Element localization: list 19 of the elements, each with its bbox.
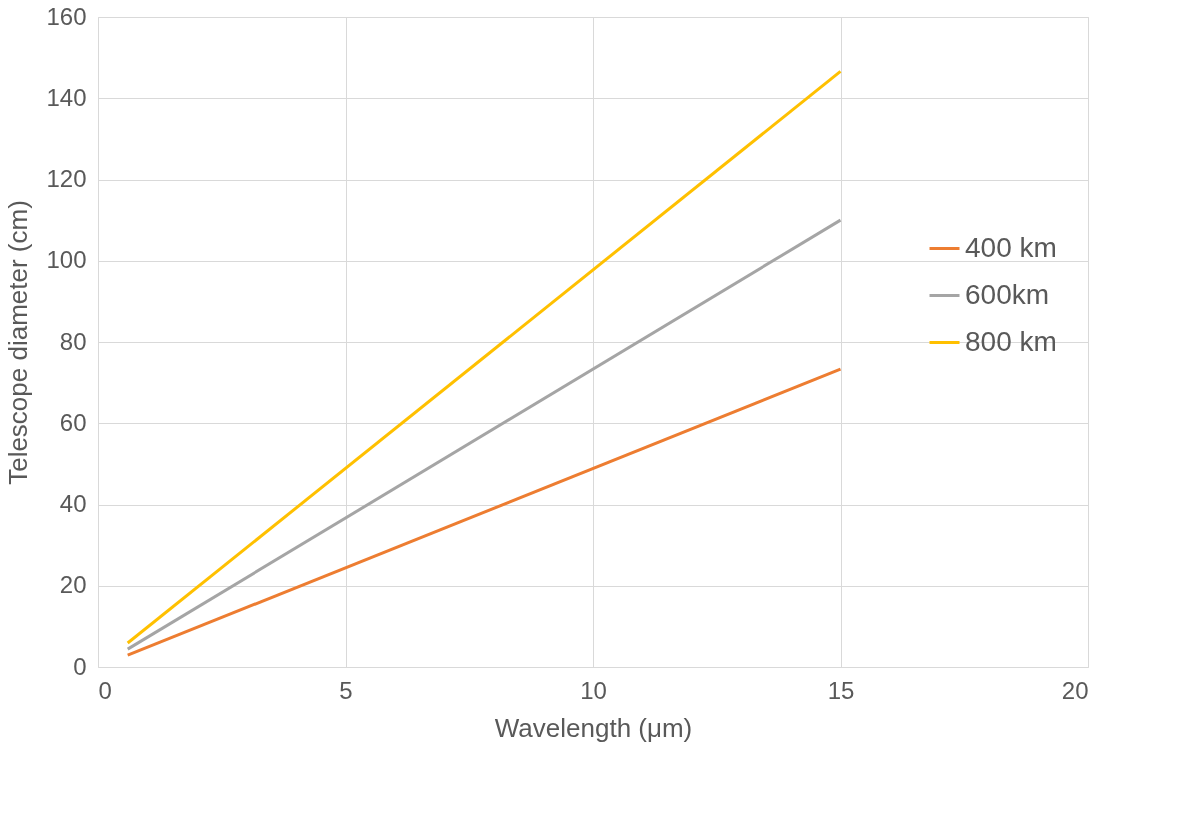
x-tick-label: 10 — [580, 676, 607, 704]
y-axis-title: Telescope diameter (cm) — [3, 200, 34, 485]
legend-label: 400 km — [965, 231, 1057, 263]
y-tick-label: 0 — [73, 652, 87, 680]
y-tick-label: 60 — [59, 408, 87, 436]
legend-label: 600km — [965, 278, 1050, 310]
y-tick-label: 160 — [46, 2, 87, 30]
y-tick-label: 140 — [46, 83, 87, 111]
y-tick-label: 40 — [59, 490, 87, 517]
x-axis-title: Wavelength (μm) — [494, 712, 693, 743]
x-tick-label: 15 — [827, 676, 855, 704]
x-tick-label: 0 — [98, 676, 112, 704]
legend-label: 800 km — [965, 325, 1057, 357]
y-tick-label: 20 — [59, 571, 87, 599]
x-tick-label: 20 — [1061, 676, 1089, 704]
y-tick-label: 120 — [46, 165, 87, 192]
x-tick-label: 5 — [339, 676, 353, 704]
y-tick-label: 80 — [59, 327, 87, 355]
y-tick-label: 100 — [46, 246, 87, 274]
